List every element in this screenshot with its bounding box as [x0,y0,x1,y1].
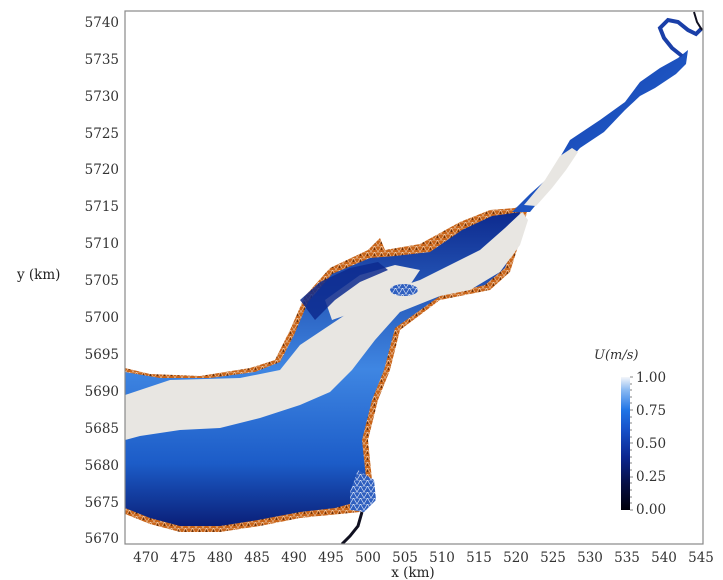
ytick-label: 5735 [85,52,119,68]
ytick-label: 5685 [85,421,119,437]
colorbar-label: 0.50 [636,436,666,452]
low-speed-pocket [300,262,388,320]
upper-river-tip [693,11,703,31]
y-axis-label: y (km) [16,267,60,283]
xtick-label: 490 [281,550,307,566]
xtick-label: 525 [540,550,566,566]
xtick-label: 530 [577,550,603,566]
ytick-label: 5705 [85,273,119,289]
ytick-label: 5680 [85,458,119,474]
colorbar-gradient [621,377,630,510]
southeast-mesh-lobe [350,470,376,512]
ytick-label: 5690 [85,384,119,400]
upper-river-bend [657,17,703,58]
ytick-label: 5715 [85,199,119,215]
xtick-label: 510 [429,550,455,566]
upper-estuary-water [512,50,688,212]
upper-channel-fast [524,148,578,206]
sandbank-mesh [390,284,418,296]
colorbar-label: 0.25 [636,469,666,485]
colorbar-label: 0.75 [636,403,666,419]
xtick-label: 475 [170,550,196,566]
x-axis-label: x (km) [391,565,434,580]
ytick-label: 5700 [85,310,119,326]
ytick-label: 5740 [85,15,119,31]
xtick-label: 480 [207,550,233,566]
ytick-label: 5720 [85,162,119,178]
ytick-label: 5695 [85,347,119,363]
colorbar-title: U(m/s) [594,348,638,363]
y-axis-ticks: 5740 5735 5730 5725 5720 5715 5710 5705 … [85,15,119,547]
xtick-label: 545 [688,550,714,566]
ytick-label: 5675 [85,495,119,511]
colorbar-label: 0.00 [636,502,666,518]
axes-frame [124,10,704,545]
xtick-label: 535 [614,550,640,566]
channel-branch [325,265,420,320]
xtick-label: 470 [133,550,159,566]
xtick-label: 520 [503,550,529,566]
ytick-label: 5730 [85,89,119,105]
tributary [340,511,364,544]
xtick-label: 505 [392,550,418,566]
ytick-label: 5725 [85,126,119,142]
main-channel-fast [125,212,528,440]
colorbar-label: 1.00 [636,370,666,386]
xtick-label: 495 [318,550,344,566]
xtick-label: 515 [466,550,492,566]
xtick-label: 485 [244,550,270,566]
x-axis-ticks: 470 475 480 485 490 495 500 505 510 515 … [133,550,714,566]
xtick-label: 500 [355,550,381,566]
xtick-label: 540 [651,550,677,566]
ytick-label: 5710 [85,236,119,252]
colorbar: U(m/s) 1.00 0.75 0.50 0.25 0.00 [594,348,666,518]
ytick-label: 5670 [85,531,119,547]
plot-area [125,11,703,544]
colorbar-minor-ticks [630,376,633,511]
